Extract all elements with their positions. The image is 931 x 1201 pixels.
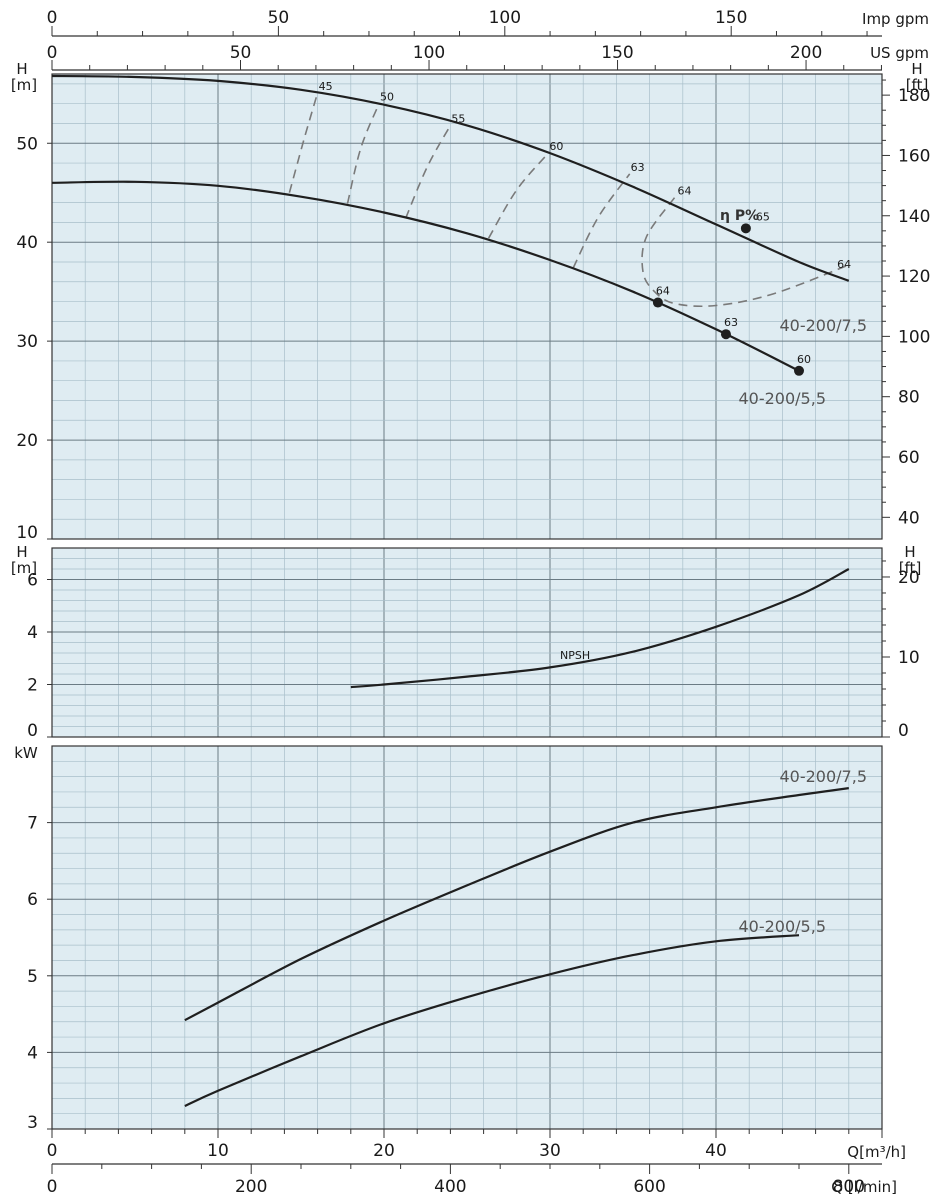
y-tick-label: 2 — [27, 676, 38, 696]
power-curve-1 — [184, 787, 849, 1022]
m3h-tick-label: 0 — [47, 1141, 58, 1161]
lmin-unit: Q [l/min] — [831, 1178, 897, 1196]
lmin-tick-label: 600 — [633, 1177, 665, 1196]
series-label: 40-200/5,5 — [738, 917, 826, 936]
head-curve-1 — [51, 74, 850, 282]
imp-gpm-tick-label: 50 — [268, 8, 290, 28]
right-tick-label: 120 — [898, 267, 930, 287]
imp-gpm-unit: Imp gpm — [862, 10, 929, 28]
efficiency-label: 63 — [631, 161, 645, 174]
y-tick-label: 7 — [27, 814, 38, 834]
right-tick-label: 140 — [898, 207, 930, 227]
efficiency-label: 60 — [549, 140, 563, 153]
us-gpm-unit: US gpm — [870, 44, 929, 62]
npsh-curve — [350, 568, 850, 689]
us-gpm-tick-label: 100 — [413, 43, 445, 63]
imp-gpm-tick-label: 100 — [489, 8, 521, 28]
right-tick-label: 60 — [898, 448, 920, 468]
efficiency-label: 50 — [380, 91, 394, 104]
series-label: 40-200/5,5 — [738, 389, 826, 408]
y-tick-label: 40 — [16, 233, 38, 253]
right-tick-label: 100 — [898, 327, 930, 347]
left-axis-unit: [m] — [11, 76, 37, 94]
power-curve-2 — [184, 934, 800, 1108]
m3h-tick-label: 20 — [373, 1141, 395, 1161]
lmin-tick-label: 200 — [235, 1177, 267, 1196]
efficiency-axis-label: η P% — [720, 208, 759, 224]
left-axis-h: H — [16, 60, 27, 78]
us-gpm-tick-label: 150 — [601, 43, 633, 63]
imp-gpm-tick-label: 0 — [47, 8, 58, 28]
top-scales: 0 50 100 150 Imp gpm 0 50 100 150 200 US gpm — [47, 8, 929, 71]
power-axis-label: kW — [14, 744, 38, 762]
right-tick-label: 80 — [898, 388, 920, 408]
imp-gpm-tick-label: 150 — [715, 8, 747, 28]
m3h-tick-label: 40 — [705, 1141, 727, 1161]
series-label: 40-200/7,5 — [779, 767, 867, 786]
right-tick-label: 160 — [898, 146, 930, 166]
efficiency-label: 45 — [319, 80, 333, 93]
right-tick-label: 180 — [898, 86, 930, 106]
y-tick-label: 5 — [27, 967, 38, 987]
y-tick-label: 4 — [27, 623, 38, 643]
right-axis-h: H — [911, 60, 922, 78]
panel-frame — [51, 547, 883, 738]
y-tick-label: 20 — [16, 431, 38, 451]
efficiency-line — [641, 197, 850, 308]
us-gpm-tick-label: 200 — [790, 43, 822, 63]
right-axis-unit: [ft] — [899, 559, 922, 577]
m3h-tick-label: 30 — [539, 1141, 561, 1161]
right-tick-label: 0 — [898, 721, 909, 741]
y-tick-label: 3 — [27, 1113, 38, 1133]
left-axis-h: H — [16, 543, 27, 561]
duty-point-label: 65 — [756, 210, 770, 223]
panel-frame — [51, 745, 883, 1130]
right-tick-label: 10 — [898, 648, 920, 668]
y-tick-label: 4 — [27, 1043, 38, 1063]
y-tick-label: 0 — [27, 721, 38, 741]
right-axis-unit: [ft] — [906, 76, 929, 94]
m3h-tick-label: 10 — [207, 1141, 229, 1161]
lmin-tick-label: 0 — [47, 1177, 58, 1196]
right-tick-label: 40 — [898, 508, 920, 528]
npsh-label: NPSH — [560, 649, 590, 662]
y-tick-label: 6 — [27, 890, 38, 910]
duty-point-marker — [652, 297, 663, 308]
series-label: 40-200/7,5 — [779, 316, 867, 335]
duty-point-marker — [720, 329, 731, 340]
duty-point-label: 63 — [724, 316, 738, 329]
y-tick-label: 10 — [16, 523, 38, 543]
y-tick-label: 50 — [16, 134, 38, 154]
efficiency-line — [288, 92, 319, 193]
right-axis-h: H — [904, 543, 915, 561]
efficiency-label: 64 — [678, 185, 692, 198]
left-axis-unit: [m] — [11, 559, 37, 577]
panel-background — [52, 74, 882, 539]
duty-point-label: 60 — [797, 353, 811, 366]
efficiency-line — [487, 152, 549, 239]
head-curve-2 — [51, 180, 800, 372]
lmin-tick-label: 800 — [833, 1177, 865, 1196]
panel-1: 1020304050406080100120140160180H[m]H[ft]… — [11, 60, 931, 543]
us-gpm-tick-label: 50 — [230, 43, 252, 63]
duty-point-marker — [740, 223, 751, 234]
lmin-tick-label: 400 — [434, 1177, 466, 1196]
efficiency-label: 64 — [837, 258, 851, 271]
right-tick-label: 20 — [898, 568, 920, 588]
duty-point-marker — [794, 365, 804, 376]
panel-background — [52, 746, 882, 1129]
efficiency-line — [404, 125, 452, 219]
m3h-unit: Q[m³/h] — [847, 1143, 906, 1161]
efficiency-line — [346, 103, 380, 204]
duty-point-label: 64 — [656, 285, 670, 298]
panel-3: 3 4 5 6 7 kW 40-200/7,5 40-200/5,5 — [14, 744, 883, 1133]
us-gpm-tick-label: 0 — [47, 43, 58, 63]
y-tick-label: 6 — [27, 571, 38, 591]
y-tick-label: 30 — [16, 332, 38, 352]
